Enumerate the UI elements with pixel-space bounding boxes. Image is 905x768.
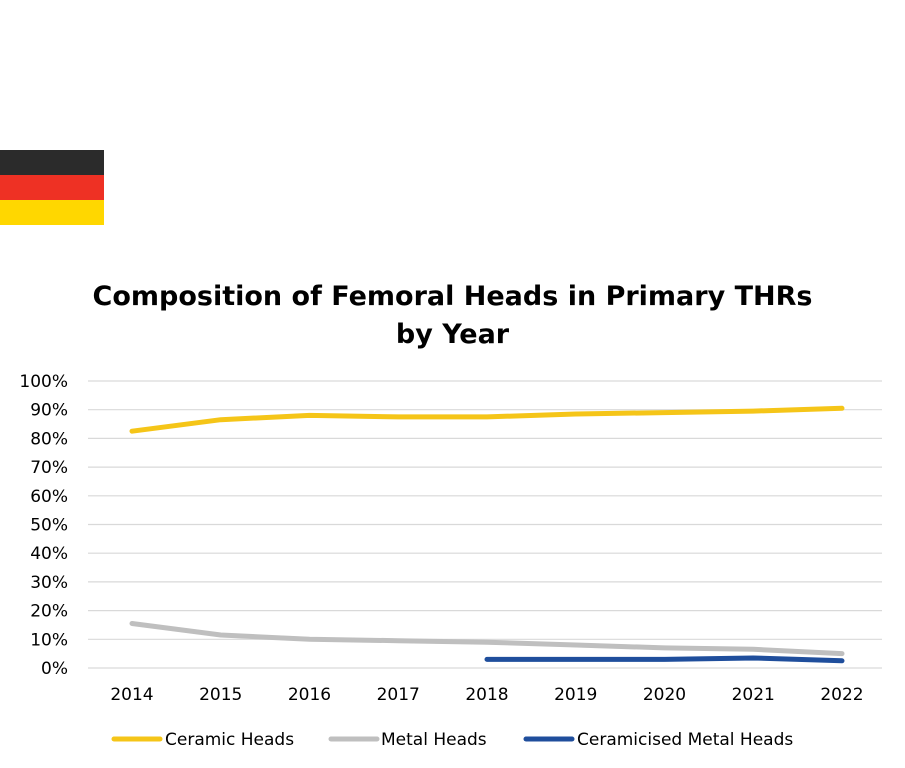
legend-label-ceramic-heads: Ceramic Heads	[165, 730, 294, 750]
y-axis-tick-labels: 0% 10% 20% 30% 40% 50% 60% 70% 80% 90% 100%	[19, 372, 68, 679]
y-tick-label: 50%	[30, 516, 68, 536]
y-tick-label: 40%	[30, 544, 68, 564]
y-tick-label: 10%	[30, 630, 68, 650]
x-tick-label: 2019	[554, 685, 597, 705]
flag-stripe-gold	[0, 200, 104, 225]
y-tick-label: 100%	[19, 372, 68, 392]
y-tick-label: 70%	[30, 458, 68, 478]
legend-label-metal-heads: Metal Heads	[381, 730, 487, 750]
y-tick-label: 90%	[30, 401, 68, 421]
legend: Ceramic Heads Metal Heads Ceramicised Meta…	[111, 730, 793, 750]
series-lines	[129, 405, 845, 664]
y-tick-label: 20%	[30, 602, 68, 622]
x-tick-label: 2020	[643, 685, 686, 705]
flag-stripe-red	[0, 175, 104, 200]
chart-title-line-1: Composition of Femoral Heads in Primary …	[92, 281, 813, 312]
legend-label-ceramicised-metal-heads: Ceramicised Metal Heads	[577, 730, 793, 750]
x-tick-label: 2014	[110, 685, 153, 705]
x-tick-label: 2022	[820, 685, 863, 705]
x-axis-tick-labels: 2014 2015 2016 2017 2018 2019 2020 2021 2022	[110, 685, 863, 705]
y-tick-label: 60%	[30, 487, 68, 507]
series-line-ceramic-heads	[129, 405, 845, 434]
x-tick-label: 2017	[377, 685, 420, 705]
flag-stripe-black	[0, 150, 104, 175]
germany-flag	[0, 150, 104, 225]
x-tick-label: 2016	[288, 685, 331, 705]
chart-title-line-2: by Year	[395, 319, 510, 350]
y-tick-label: 80%	[30, 429, 68, 449]
series-line-metal-heads	[129, 621, 845, 657]
gridlines	[88, 380, 882, 669]
y-tick-label: 30%	[30, 573, 68, 593]
y-tick-label: 0%	[41, 659, 68, 679]
x-tick-label: 2018	[465, 685, 508, 705]
chart-title: Composition of Femoral Heads in Primary …	[0, 278, 905, 354]
x-tick-label: 2015	[199, 685, 242, 705]
series-line-ceramicised-metal-heads	[484, 655, 845, 664]
x-tick-label: 2021	[732, 685, 775, 705]
